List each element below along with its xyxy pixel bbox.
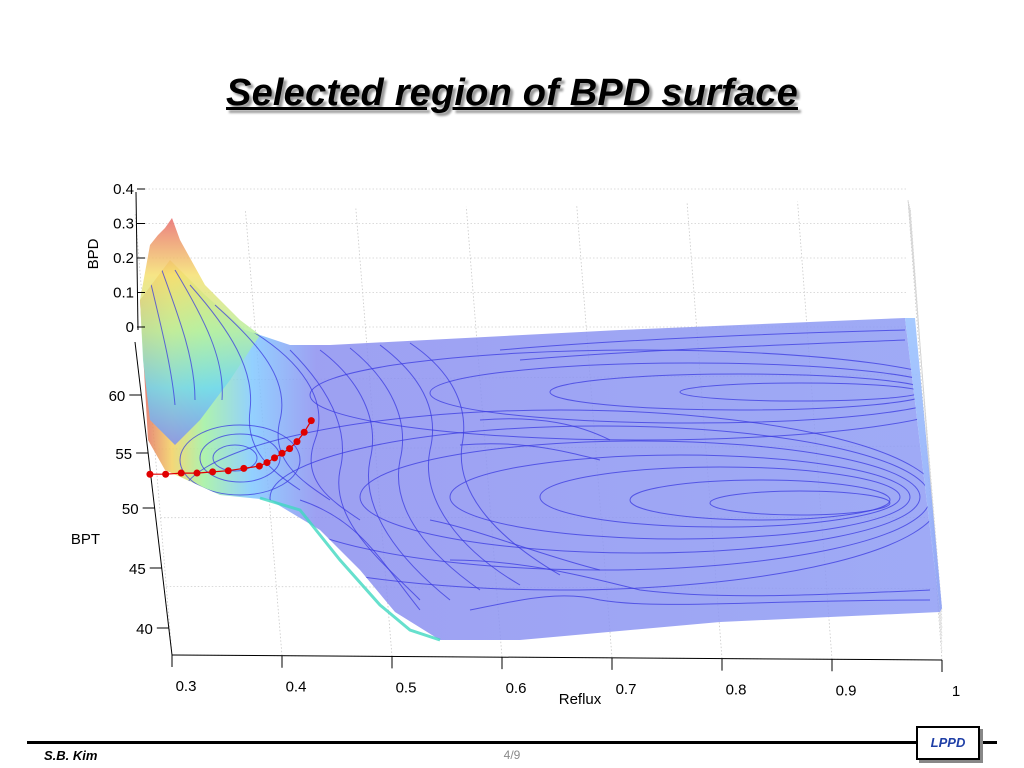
contour-line	[289, 349, 421, 601]
grid-line-x	[245, 210, 283, 656]
axes: 0.3 0.4 0.5 0.6 0.7 0.8 0.9 1 Reflux 40 45 50 55 60 BP…	[71, 181, 960, 708]
optimal-path-point	[146, 470, 154, 478]
z-tick-label: 0.3	[113, 216, 134, 233]
contour-ring	[309, 349, 940, 441]
x-axis-line	[171, 654, 943, 661]
surface-body	[140, 260, 940, 640]
x-axis-label: Reflux	[559, 691, 602, 708]
contour-ring	[212, 444, 258, 472]
surface-wall	[140, 218, 260, 445]
contour-ring	[359, 440, 921, 554]
optimal-path-point	[209, 468, 217, 476]
z-tick-label: 0.4	[113, 181, 134, 198]
x-tick-label: 0.3	[176, 678, 197, 695]
contour-ring	[539, 466, 901, 528]
grid-line-x	[576, 205, 613, 658]
y-axis-line	[134, 341, 173, 656]
slide-title: Selected region of BPD surface	[226, 72, 798, 114]
contour-line	[159, 264, 196, 401]
contour-line	[349, 347, 481, 591]
lppd-logo: LPPD	[916, 726, 980, 760]
contour-line	[189, 284, 301, 491]
surface	[140, 218, 942, 642]
x-tick-label: 0.6	[506, 680, 527, 697]
y-tick-label: 55	[115, 446, 132, 463]
contour-line	[149, 279, 176, 406]
optimal-path-point	[263, 459, 271, 467]
contour-ring	[449, 454, 911, 540]
z-axis-label: BPD	[85, 238, 102, 269]
optimal-path-point	[240, 464, 248, 472]
contour-ring	[629, 479, 891, 521]
grid-line-x	[797, 201, 833, 660]
z-axis-line	[135, 191, 139, 331]
surface-front-edge	[259, 496, 441, 642]
x-tick-label: 1	[952, 683, 960, 700]
optimal-path-point	[193, 469, 201, 477]
contour-line	[319, 349, 451, 601]
contour-line	[429, 519, 601, 571]
contour-line	[479, 418, 611, 441]
optimal-path-point	[286, 445, 294, 453]
contour-line	[174, 269, 223, 401]
contour-line	[459, 443, 601, 461]
contour-line	[469, 595, 931, 611]
contour-ring	[179, 424, 301, 496]
z-tick-label: 0.2	[113, 250, 134, 267]
y-tick-label: 45	[129, 561, 146, 578]
grid-line-x	[134, 211, 173, 656]
surface-right-band	[905, 318, 942, 612]
y-tick-label: 40	[136, 621, 153, 638]
contour-line	[519, 339, 906, 361]
optimal-path-point	[293, 438, 301, 446]
optimal-path-point	[278, 449, 286, 457]
x-tick-label: 0.4	[286, 679, 307, 696]
author: S.B. Kim	[44, 748, 98, 763]
y-axis-label: BPT	[71, 531, 100, 548]
z-tick-label: 0.1	[113, 285, 134, 302]
footer-rule	[27, 741, 997, 744]
contour-line	[499, 329, 906, 351]
optimal-path-point	[271, 454, 279, 462]
contour-line	[214, 304, 331, 501]
contour-line	[449, 559, 931, 597]
contour-ring	[709, 490, 891, 516]
optimal-path	[146, 417, 315, 478]
x-tick-label: 0.9	[836, 682, 857, 699]
optimal-path-point	[177, 469, 185, 477]
y-tick-label: 50	[122, 501, 139, 518]
y-tick-label: 60	[109, 388, 126, 405]
contour-line	[249, 329, 361, 521]
contour-ring	[429, 362, 940, 424]
contour-line	[379, 344, 521, 586]
optimal-path-point	[255, 462, 263, 470]
contour-ring	[199, 433, 281, 483]
z-tick-label: 0	[126, 319, 134, 336]
page-number: 4/9	[503, 748, 521, 762]
contour-line	[299, 499, 421, 611]
optimal-path-point	[300, 428, 308, 436]
grid-line-side	[910, 209, 943, 653]
optimal-path-point	[307, 417, 315, 425]
x-tick-label: 0.7	[616, 681, 637, 698]
x-tick-label: 0.5	[396, 679, 417, 696]
optimal-path-point	[224, 467, 232, 475]
x-tick-label: 0.8	[726, 682, 747, 699]
optimal-path-point	[162, 470, 170, 478]
